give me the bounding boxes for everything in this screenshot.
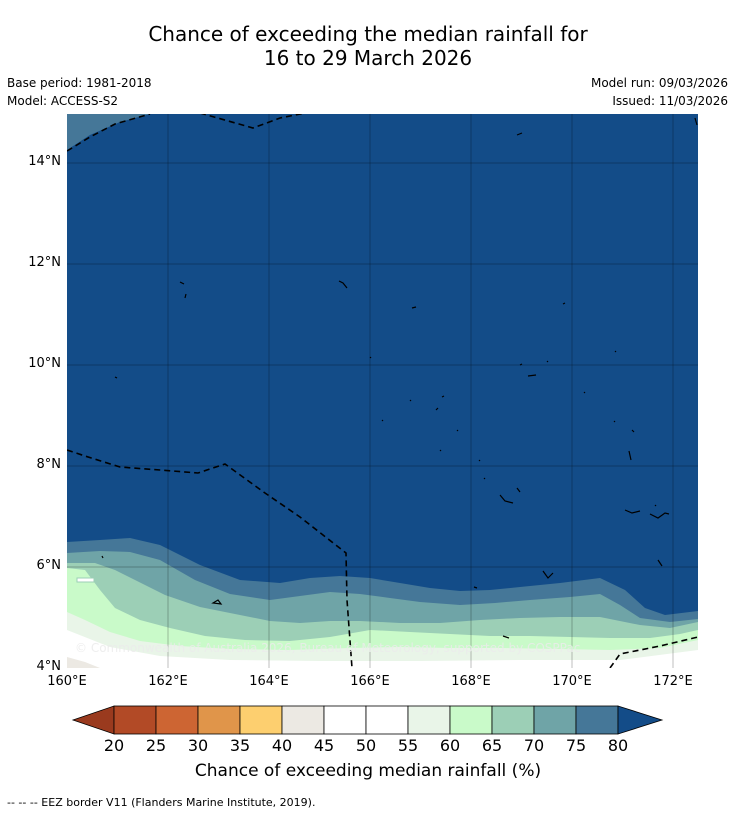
colorbar-tick-label: 50: [355, 736, 377, 755]
eez-borders: [67, 114, 698, 668]
latitude-label: 12°N: [28, 255, 61, 270]
colorbar-segment: [239, 705, 283, 735]
latitude-label: 14°N: [28, 154, 61, 169]
colorbar-tick-label: 70: [523, 736, 545, 755]
longitude-label: 160°E: [47, 674, 87, 689]
colorbar-segment: [323, 705, 367, 735]
colorbar-tick-label: 55: [397, 736, 419, 755]
colorbar-segment: [155, 705, 199, 735]
region-75-80-topleft: [67, 114, 150, 150]
colorbar-segment: [407, 705, 451, 735]
region-60-65: [67, 568, 698, 668]
colorbar-segment: [197, 705, 241, 735]
longitude-label: 164°E: [249, 674, 289, 689]
issued-date: Issued: 11/03/2026: [612, 94, 728, 108]
title-line-2: 16 to 29 March 2026: [263, 46, 473, 70]
colorbar-segment: [449, 705, 493, 735]
colorbar-tick-label: 75: [565, 736, 587, 755]
region-55-60: [67, 612, 698, 668]
copyright-text: © Commonwealth of Australia 2026, Bureau…: [75, 641, 581, 655]
longitude-label: 168°E: [451, 674, 491, 689]
model-run: Model run: 09/03/2026: [590, 76, 728, 90]
colorbar-segment: [365, 705, 409, 735]
colorbar-segment: [533, 705, 577, 735]
base-period: Base period: 1981-2018: [7, 76, 152, 90]
latitude-label: 10°N: [28, 356, 61, 371]
longitude-label: 170°E: [552, 674, 592, 689]
longitude-label: 166°E: [350, 674, 390, 689]
colorbar-over-arrow: [617, 705, 664, 735]
colorbar-title: Chance of exceeding median rainfall (%): [194, 761, 542, 781]
islands: [101, 117, 698, 639]
colorbar-tick-label: 35: [229, 736, 251, 755]
latitude-label: 6°N: [36, 558, 62, 573]
footer-note: -- -- -- EEZ border V11 (Flanders Marine…: [7, 796, 316, 809]
meta-right: Model run: 09/03/2026 Issued: 11/03/2026: [591, 74, 728, 110]
graticule: [67, 114, 698, 668]
model-name: Model: ACCESS-S2: [7, 94, 119, 108]
region-40-45: [67, 657, 100, 668]
colorbar-tick-label: 45: [313, 736, 335, 755]
region-45-55: [67, 630, 698, 668]
latitude-label: 4°N: [36, 659, 62, 674]
longitude-label: 172°E: [653, 674, 693, 689]
rainfall-map: [67, 114, 698, 668]
chart-title: Chance of exceeding the median rainfall …: [0, 22, 736, 70]
colorbar-segment: [281, 705, 325, 735]
colorbar-segment: [575, 705, 619, 735]
colorbar-tick-label: 25: [145, 736, 167, 755]
colorbar: [71, 705, 664, 735]
colorbar-tick-label: 80: [607, 736, 629, 755]
latitude-label: 8°N: [36, 457, 62, 472]
meta-left: Base period: 1981-2018 Model: ACCESS-S2: [7, 74, 152, 110]
colorbar-tick-label: 60: [439, 736, 461, 755]
colorbar-tick-label: 20: [103, 736, 125, 755]
small-patch: [76, 577, 95, 583]
colorbar-segment: [491, 705, 535, 735]
longitude-label: 162°E: [148, 674, 188, 689]
colorbar-tick-label: 40: [271, 736, 293, 755]
colorbar-tick-label: 30: [187, 736, 209, 755]
colorbar-under-arrow: [71, 705, 115, 735]
colorbar-tick-label: 65: [481, 736, 503, 755]
colorbar-segment: [113, 705, 157, 735]
title-line-1: Chance of exceeding the median rainfall …: [148, 22, 588, 46]
